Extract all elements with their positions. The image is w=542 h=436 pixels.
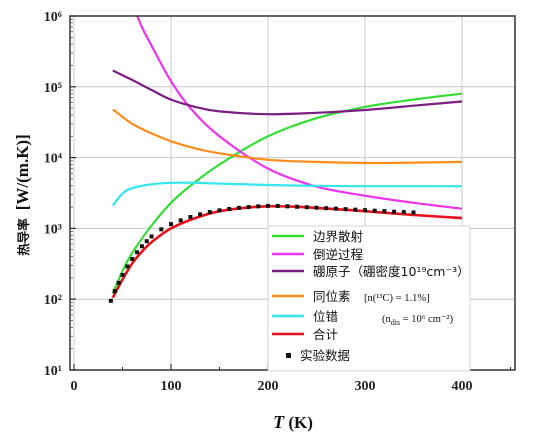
- experimental-point: [120, 272, 125, 277]
- experimental-point: [135, 250, 140, 255]
- experimental-point: [149, 234, 154, 239]
- experimental-point: [159, 227, 164, 232]
- experimental-point: [382, 209, 387, 214]
- series-layer: [111, 16, 463, 299]
- legend-label-umklapp: 倒逆过程: [313, 247, 364, 262]
- experimental-point: [169, 222, 173, 227]
- legend-box: [267, 225, 471, 372]
- experimental-point: [125, 264, 130, 269]
- series-line-boron: [112, 69, 463, 116]
- legend-label-experimental: 实验数据: [300, 348, 350, 363]
- experimental-point: [112, 289, 117, 294]
- x-tick-label: 200: [258, 379, 279, 394]
- experimental-point: [217, 208, 222, 213]
- experimental-point: [353, 207, 358, 212]
- series-line-isotope: [112, 108, 463, 165]
- experimental-point: [411, 210, 416, 215]
- series-line-dislocation: [111, 181, 462, 207]
- experimental-point: [144, 239, 149, 244]
- x-tick-label: 100: [161, 379, 182, 394]
- legend-swatch-experimental: [286, 353, 291, 358]
- y-tick-label: 10¹: [44, 364, 62, 379]
- experimental-point: [139, 244, 144, 249]
- y-tick-label: 10⁵: [44, 81, 62, 96]
- experimental-point: [401, 210, 406, 215]
- experimental-point: [285, 204, 290, 209]
- experimental-point: [108, 298, 113, 303]
- axis-ticks: 0 100 200 300 400 10¹ 10² 10³ 10⁴ 10⁵ 10⁶: [44, 10, 511, 394]
- experimental-point: [207, 210, 212, 215]
- experimental-point: [304, 205, 309, 210]
- experimental-point: [236, 205, 241, 210]
- x-axis-title: T (K): [273, 412, 313, 432]
- legend-label-isotope: 同位素: [313, 289, 351, 304]
- x-tick-label: 0: [71, 379, 78, 394]
- x-tick-label: 300: [355, 379, 376, 394]
- y-tick-label: 10³: [44, 222, 62, 237]
- experimental-point: [392, 209, 397, 214]
- experimental-point: [343, 207, 348, 212]
- legend-note-isotope: [n(¹³C) = 1.1%]: [364, 293, 430, 304]
- x-tick-label: 400: [452, 379, 473, 394]
- y-tick-label: 10⁶: [44, 10, 62, 25]
- legend-note-dislocation: (ndis = 10⁶ cm⁻²): [382, 314, 454, 327]
- series-line-umklapp: [136, 16, 463, 210]
- y-axis-title: 热导率[W/(m.K)]: [13, 134, 32, 256]
- experimental-point: [246, 205, 251, 210]
- experimental-point: [198, 212, 203, 217]
- experimental-point: [324, 206, 329, 211]
- experimental-point: [275, 204, 280, 209]
- y-tick-label: 10²: [44, 293, 62, 308]
- legend-label-boron: 硼原子（硼密度10¹⁹cm⁻³）: [313, 264, 470, 279]
- experimental-point: [227, 206, 232, 211]
- experimental-point: [178, 218, 183, 223]
- experimental-point: [188, 214, 193, 219]
- legend-label-total: 合计: [313, 327, 338, 342]
- experimental-point: [295, 204, 300, 209]
- experimental-point: [314, 205, 319, 210]
- legend-label-boundary-scattering: 边界散射: [313, 229, 363, 244]
- y-tick-label: 10⁴: [44, 152, 63, 167]
- experimental-point: [256, 204, 261, 209]
- experimental-point: [116, 280, 121, 285]
- experimental-point: [333, 206, 338, 211]
- experimental-points: [108, 203, 416, 303]
- series-line-boundary-scattering: [111, 92, 463, 295]
- experimental-point: [130, 256, 135, 261]
- svg-text:热导率[W/(m.K)]: 热导率[W/(m.K)]: [13, 134, 32, 256]
- legend-label-dislocation: 位错: [313, 309, 338, 324]
- experimental-point: [363, 208, 367, 213]
- experimental-point: [372, 208, 377, 213]
- experimental-point: [266, 203, 270, 208]
